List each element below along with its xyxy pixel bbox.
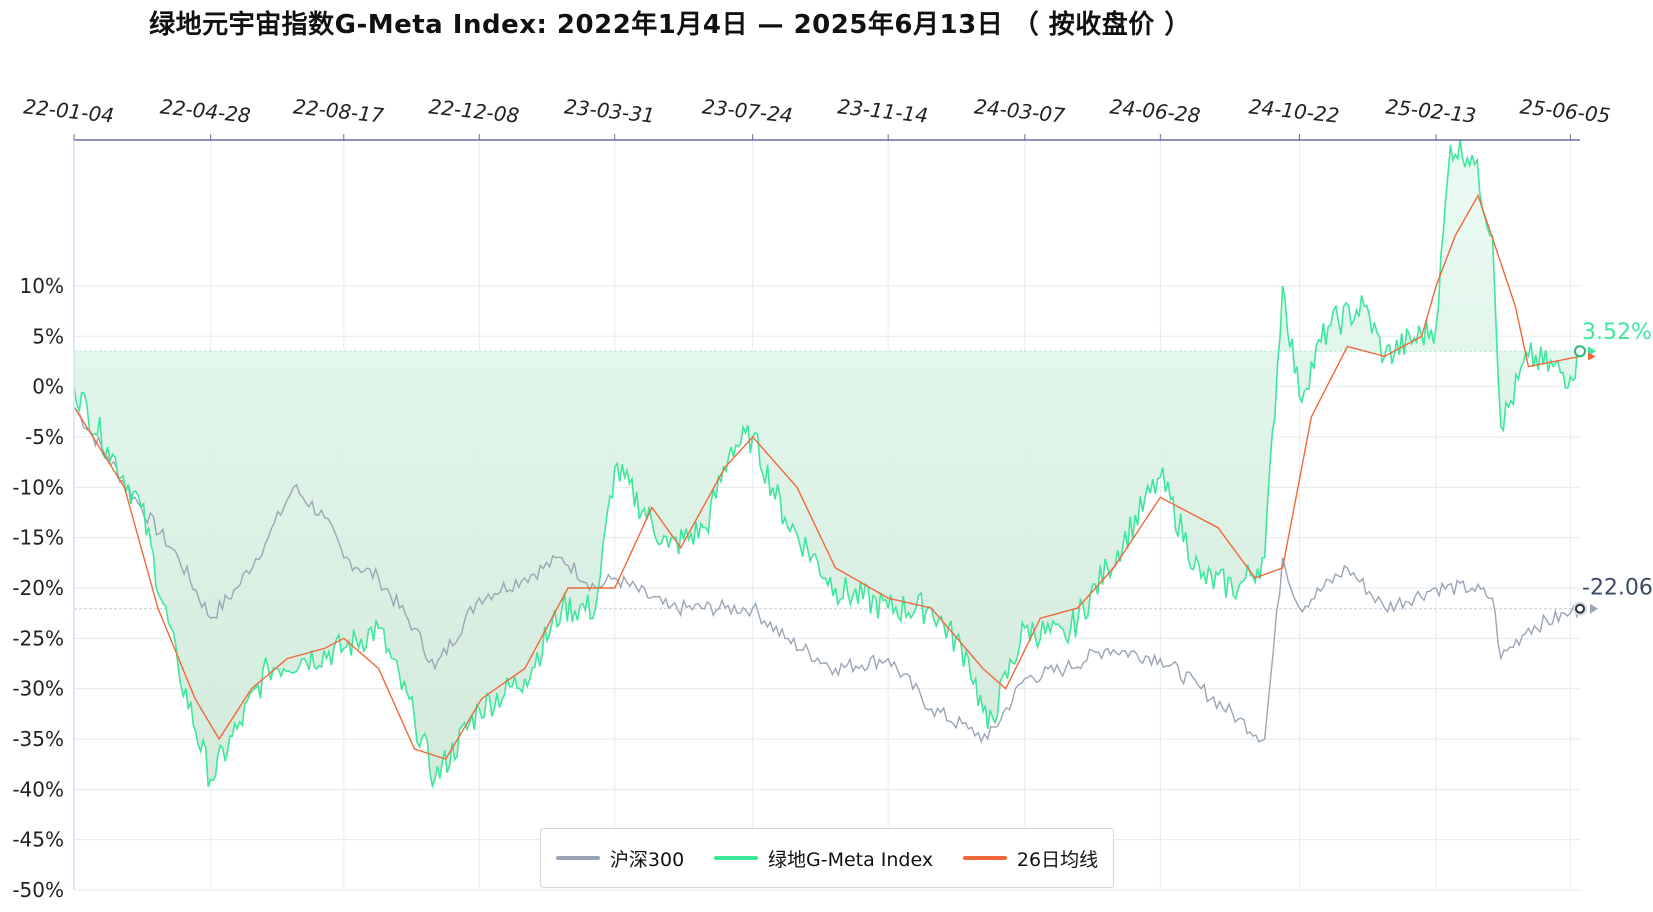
- legend-swatch-hs300: [555, 856, 600, 860]
- y-tick-label: -30%: [12, 677, 64, 701]
- legend-swatch-ma26: [962, 856, 1007, 860]
- legend-label-gmeta: 绿地G-Meta Index: [767, 848, 934, 871]
- y-tick-label: 0%: [32, 375, 64, 399]
- x-tick-label: 22-04-28: [159, 94, 252, 127]
- area-fill: [74, 140, 1580, 787]
- y-tick-label: -10%: [12, 475, 64, 499]
- legend-label-ma26: 26日均线: [1016, 848, 1099, 871]
- y-tick-label: -45%: [12, 828, 64, 852]
- y-tick-label: -15%: [12, 526, 64, 550]
- legend: 沪深300 绿地G-Meta Index 26日均线: [540, 828, 1114, 888]
- y-tick-label: -40%: [12, 777, 64, 801]
- legend-item-ma26[interactable]: 26日均线: [962, 845, 1099, 872]
- series-layer: [73, 139, 1581, 790]
- y-tick-label: 5%: [32, 324, 64, 348]
- end-arrow-hs300: [1590, 603, 1598, 614]
- series-line-gmeta: [73, 139, 1581, 790]
- x-tick-label: 24-06-28: [1109, 94, 1202, 127]
- chart-title: 绿地元宇宙指数G-Meta Index: 2022年1月4日 — 2025年6月…: [149, 10, 1191, 40]
- end-marker-hs300: [1575, 603, 1585, 614]
- legend-swatch-gmeta: [713, 856, 758, 860]
- x-tick-label: 22-08-17: [292, 94, 385, 127]
- series-line-hs300: [73, 406, 1581, 744]
- x-tick-label: 23-03-31: [563, 94, 656, 127]
- fill-layer: [74, 140, 1580, 787]
- y-tick-label: -35%: [12, 727, 64, 751]
- x-tick-label: 24-03-07: [973, 94, 1066, 127]
- end-arrow-ma26: [1588, 352, 1596, 361]
- x-tick-label: 25-02-13: [1384, 94, 1477, 127]
- end-label-hs300: -22.06%: [1582, 576, 1653, 601]
- y-tick-label: -50%: [12, 878, 64, 902]
- x-tick-label: 22-12-08: [428, 94, 521, 127]
- x-tick-label: 24-10-22: [1248, 94, 1341, 127]
- x-tick-label: 25-06-05: [1519, 94, 1612, 127]
- y-tick-label: 10%: [20, 274, 64, 298]
- legend-label-hs300: 沪深300: [609, 848, 685, 871]
- y-tick-label: -20%: [12, 576, 64, 600]
- y-tick-label: -25%: [12, 626, 64, 650]
- end-marker-gmeta: [1574, 345, 1586, 358]
- x-tick-label: 23-11-14: [836, 94, 929, 127]
- axis-layer: [73, 134, 1580, 890]
- end-label-gmeta: 3.52%: [1582, 320, 1652, 345]
- legend-item-hs300[interactable]: 沪深300: [555, 845, 685, 872]
- legend-item-gmeta[interactable]: 绿地G-Meta Index: [713, 845, 934, 872]
- series-line-ma26: [73, 193, 1581, 760]
- y-tick-label: -5%: [25, 425, 64, 449]
- x-tick-label: 22-01-04: [22, 94, 115, 127]
- x-tick-label: 23-07-24: [701, 94, 794, 127]
